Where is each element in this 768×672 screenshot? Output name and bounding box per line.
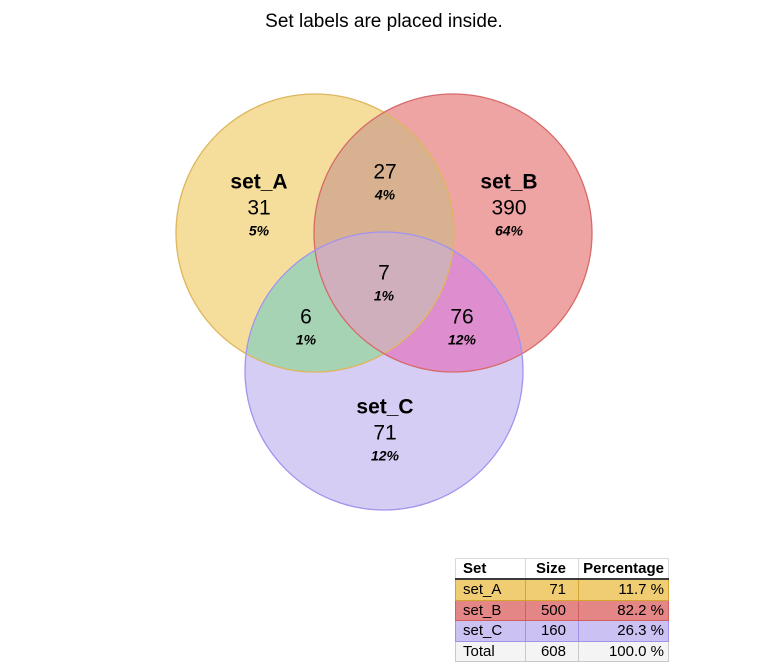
set-a-circle-outline: [175, 93, 455, 373]
zone-set-a-labels: set_A 31 5%: [230, 170, 287, 241]
cell-set: Total: [455, 640, 526, 662]
cell-pct: 26.3 %: [578, 620, 669, 642]
header-size: Size: [525, 558, 579, 580]
a-b-c-pct: 1%: [373, 287, 395, 304]
set-b-pct: 64%: [494, 222, 524, 239]
zone-a-c-labels: 6 1%: [296, 305, 316, 350]
cell-size: 608: [525, 640, 579, 662]
cell-set: set_B: [455, 599, 526, 621]
set-a-name: set_A: [230, 170, 288, 194]
table-header-row: Set Size Percentage: [455, 558, 669, 580]
a-b-pct: 4%: [374, 186, 396, 203]
b-c-count: 76: [450, 305, 474, 329]
a-b-c-count: 7: [378, 261, 390, 285]
set-b-circle-outline: [313, 93, 593, 373]
set-c-count: 71: [373, 421, 397, 445]
set-a-pct: 5%: [248, 222, 270, 239]
cell-size: 160: [525, 620, 579, 642]
cell-set: set_A: [455, 578, 526, 601]
set-b-name: set_B: [480, 170, 538, 194]
cell-set: set_C: [455, 620, 526, 642]
set-summary-table: Set Size Percentage set_A 71 11.7 % set_…: [455, 558, 669, 662]
cell-pct: 82.2 %: [578, 599, 669, 621]
header-set: Set: [455, 558, 526, 580]
cell-pct: 100.0 %: [578, 640, 669, 662]
cell-size: 500: [525, 599, 579, 621]
set-c-circle-outline: [244, 231, 524, 511]
chart-title: Set labels are placed inside.: [265, 11, 503, 32]
zone-a-b-c-labels: 7 1%: [374, 261, 394, 306]
set-c-pct: 12%: [370, 447, 400, 464]
cell-pct: 11.7 %: [578, 578, 669, 601]
table-row-set-c: set_C 160 26.3 %: [455, 620, 669, 642]
header-percentage: Percentage: [578, 558, 669, 580]
zone-set-b-labels: set_B 390 64%: [480, 170, 537, 241]
set-b-count: 390: [491, 196, 527, 220]
a-c-pct: 1%: [295, 331, 317, 348]
zone-a-b-labels: 27 4%: [373, 160, 396, 205]
a-b-count: 27: [373, 160, 397, 184]
table-row-set-a: set_A 71 11.7 %: [455, 578, 669, 601]
a-c-count: 6: [300, 305, 312, 329]
zone-set-c-labels: set_C 71 12%: [356, 395, 413, 466]
set-c-name: set_C: [356, 395, 414, 419]
zone-b-c-labels: 76 12%: [448, 305, 476, 350]
cell-size: 71: [525, 578, 579, 601]
table-row-total: Total 608 100.0 %: [455, 640, 669, 662]
b-c-pct: 12%: [447, 331, 477, 348]
table-row-set-b: set_B 500 82.2 %: [455, 599, 669, 621]
set-a-count: 31: [247, 196, 271, 220]
